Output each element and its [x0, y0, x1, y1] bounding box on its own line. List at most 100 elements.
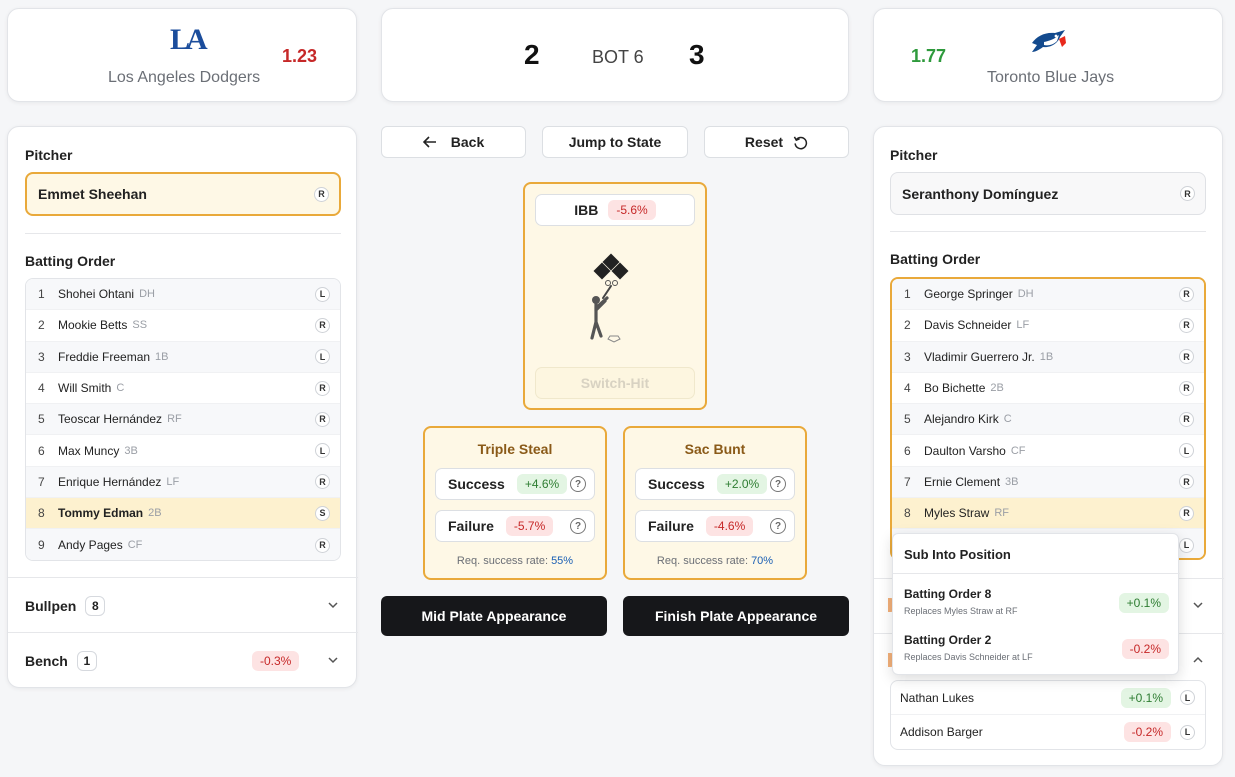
help-icon[interactable]: ? — [770, 518, 786, 534]
option-subtitle: Replaces Davis Schneider at LF — [904, 652, 1033, 662]
success-button[interactable]: Success +4.6% ? — [435, 468, 595, 500]
batting-order-row[interactable]: 5 Teoscar Hernández RF R — [26, 404, 340, 436]
dodgers-logo: LA — [170, 23, 208, 56]
batting-order-row[interactable]: 3 Freddie Freeman 1B L — [26, 341, 340, 373]
home-team-card: 1.77 Toronto Blue Jays — [873, 8, 1223, 102]
inning-indicator: BOT 6 — [592, 47, 644, 67]
help-icon[interactable]: ? — [570, 518, 586, 534]
away-team-card: LA Los Angeles Dodgers 1.23 — [7, 8, 357, 102]
player-name: Will Smith — [58, 381, 112, 396]
player-name: Enrique Hernández — [58, 474, 162, 489]
batting-order-row[interactable]: 5 Alejandro Kirk C R — [892, 404, 1204, 436]
sub-option-batting-order-8[interactable]: Batting Order 8 Replaces Myles Straw at … — [904, 587, 1169, 623]
batting-order-row[interactable]: 1 George Springer DH R — [892, 279, 1204, 311]
batting-order-row[interactable]: 1 Shohei Ohtani DH L — [26, 279, 340, 311]
batting-order-row[interactable]: 4 Will Smith C R — [26, 373, 340, 405]
chevron-up-icon[interactable] — [1192, 654, 1204, 666]
player-name: Andy Pages — [58, 538, 123, 553]
success-button[interactable]: Success +2.0% ? — [635, 468, 795, 500]
current-batter-row[interactable]: 8 Tommy Edman 2B S — [26, 498, 340, 530]
order-number: 8 — [904, 506, 911, 521]
player-position: C — [1003, 413, 1012, 426]
failure-label: Failure — [648, 518, 694, 534]
sac-bunt-card: Sac Bunt Success +2.0% ? Failure -4.6% ?… — [623, 426, 807, 580]
req-value: 55% — [551, 555, 574, 567]
hand-badge: R — [315, 474, 330, 490]
chevron-down-icon[interactable] — [327, 599, 339, 611]
bench-player-row[interactable]: Addison Barger -0.2% L — [891, 715, 1205, 749]
batting-order-row[interactable]: 3 Vladimir Guerrero Jr. 1B R — [892, 341, 1204, 373]
chevron-down-icon[interactable] — [327, 654, 339, 666]
player-name: Davis Schneider — [924, 318, 1012, 333]
hand-badge: S — [315, 505, 330, 521]
hand-badge: R — [1179, 411, 1194, 427]
away-pitcher-selector[interactable]: Emmet Sheehan R — [25, 172, 341, 216]
failure-button[interactable]: Failure -4.6% ? — [635, 510, 795, 542]
order-number: 5 — [904, 412, 911, 427]
selected-batter-row[interactable]: 8 Myles Straw RF R — [892, 498, 1204, 530]
batting-order-row[interactable]: 7 Ernie Clement 3B R — [892, 466, 1204, 499]
batting-order-row[interactable]: 4 Bo Bichette 2B R — [892, 373, 1204, 405]
finish-plate-appearance-button[interactable]: Finish Plate Appearance — [623, 596, 849, 636]
player-position: C — [116, 382, 125, 395]
batting-order-row[interactable]: 6 Max Muncy 3B L — [26, 435, 340, 467]
hand-badge: L — [1179, 443, 1194, 459]
bench-toggle[interactable]: Bench 1 — [25, 651, 97, 671]
player-name: Teoscar Hernández — [58, 412, 163, 427]
player-position: 1B — [155, 350, 169, 363]
divider — [25, 233, 341, 234]
ibb-delta-badge: -5.6% — [608, 200, 656, 220]
away-win-prob: 1.23 — [282, 46, 318, 66]
divider — [893, 573, 1180, 574]
jump-to-state-button[interactable]: Jump to State — [542, 126, 688, 158]
failure-label: Failure — [448, 518, 494, 534]
hand-badge: R — [315, 317, 330, 333]
help-icon[interactable]: ? — [570, 476, 586, 492]
hand-badge: L — [1179, 537, 1194, 553]
reset-button[interactable]: Reset — [704, 126, 849, 158]
ibb-button[interactable]: IBB -5.6% — [535, 194, 695, 226]
home-pitcher-selector[interactable]: Seranthony Domínguez R — [890, 172, 1206, 215]
reset-icon — [793, 136, 808, 149]
back-button[interactable]: Back — [381, 126, 526, 158]
switch-hit-button[interactable]: Switch-Hit — [535, 367, 695, 399]
hand-badge: L — [1180, 690, 1195, 705]
bench-player-row[interactable]: Nathan Lukes +0.1% L — [891, 681, 1205, 715]
triple-steal-card: Triple Steal Success +4.6% ? Failure -5.… — [423, 426, 607, 580]
order-number: 5 — [38, 412, 45, 427]
order-number: 7 — [38, 474, 45, 489]
failure-button[interactable]: Failure -5.7% ? — [435, 510, 595, 542]
order-number: 6 — [904, 443, 911, 458]
batting-order-row[interactable]: 7 Enrique Hernández LF R — [26, 466, 340, 499]
req-label: Req. success rate: — [656, 555, 748, 567]
sub-option-batting-order-2[interactable]: Batting Order 2 Replaces Davis Schneider… — [904, 633, 1169, 669]
required-success-rate: Req. success rate: 55% — [425, 555, 605, 567]
chevron-down-icon[interactable] — [1192, 599, 1204, 611]
player-name: Ernie Clement — [924, 474, 1001, 489]
player-position: DH — [1017, 288, 1034, 301]
player-name: Myles Straw — [924, 506, 990, 521]
batting-order-row[interactable]: 9 Andy Pages CF R — [26, 529, 340, 560]
req-value: 70% — [751, 555, 774, 567]
order-number: 8 — [38, 506, 45, 521]
bullpen-toggle[interactable]: Bullpen 8 — [25, 596, 106, 616]
batting-order-heading: Batting Order — [25, 253, 116, 269]
bullpen-label: Bullpen — [25, 598, 77, 614]
batting-order-row[interactable]: 2 Mookie Betts SS R — [26, 310, 340, 342]
player-name: Mookie Betts — [58, 318, 128, 333]
batting-order-row[interactable]: 6 Daulton Varsho CF L — [892, 435, 1204, 467]
player-position: LF — [1016, 319, 1030, 332]
hand-badge: L — [315, 349, 330, 365]
option-delta-badge: -0.2% — [1121, 639, 1169, 659]
ibb-card: IBB -5.6% Switch-Hit — [523, 182, 707, 410]
ibb-label: IBB — [574, 202, 599, 218]
player-position: DH — [139, 288, 155, 301]
option-delta-badge: +0.1% — [1118, 593, 1169, 613]
mid-plate-appearance-button[interactable]: Mid Plate Appearance — [381, 596, 607, 636]
home-score: 3 — [689, 39, 705, 70]
batting-order-row[interactable]: 2 Davis Schneider LF R — [892, 310, 1204, 342]
help-icon[interactable]: ? — [770, 476, 786, 492]
order-number: 7 — [904, 474, 911, 489]
player-name: Alejandro Kirk — [924, 412, 999, 427]
